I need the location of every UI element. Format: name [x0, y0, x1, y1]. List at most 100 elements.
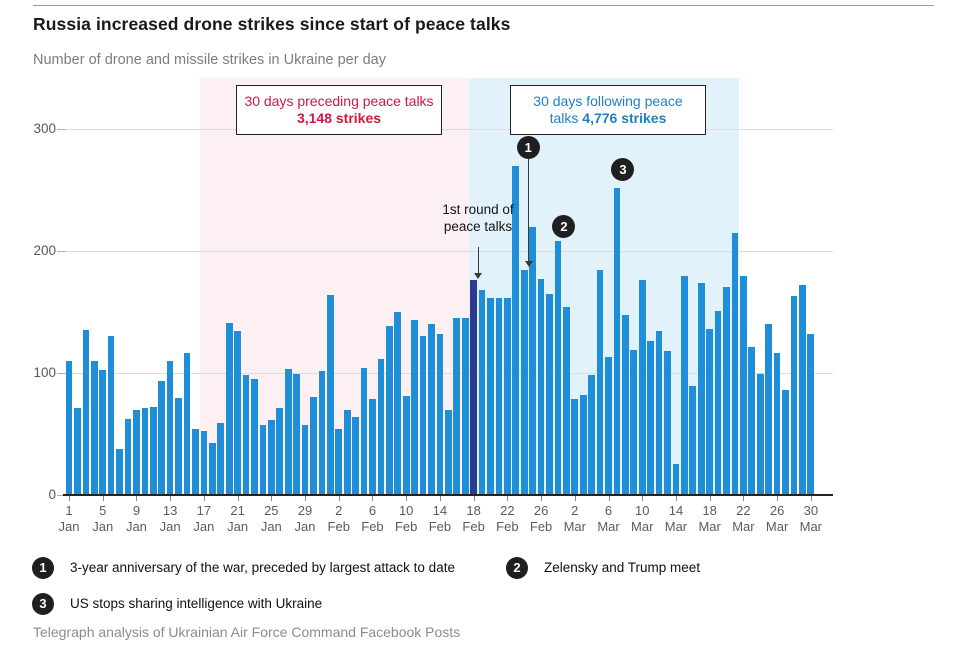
- bar: [799, 285, 806, 495]
- bar: [310, 397, 317, 495]
- x-tick-label: 2 Feb: [327, 502, 350, 534]
- x-axis-line: [63, 493, 833, 496]
- x-tick: [136, 495, 138, 501]
- bar: [529, 226, 536, 495]
- bar: [697, 282, 705, 495]
- bar: [436, 333, 444, 495]
- x-tick-label: 25 Jan: [260, 502, 282, 534]
- legend-item-2: 2 Zelensky and Trump meet: [506, 556, 700, 579]
- x-tick: [305, 495, 307, 501]
- x-tick-label: 9 Jan: [125, 502, 147, 534]
- y-tick-300: [57, 129, 66, 131]
- bar: [740, 276, 747, 495]
- x-tick: [338, 495, 340, 501]
- bar: [318, 371, 326, 495]
- x-tick: [507, 495, 509, 501]
- source-attribution: Telegraph analysis of Ukrainian Air Forc…: [33, 624, 461, 640]
- bar: [267, 420, 275, 495]
- x-tick-label: 26 Feb: [529, 502, 553, 534]
- y-tick-label-0: 0: [48, 486, 56, 502]
- top-rule-divider: [33, 5, 934, 6]
- x-tick: [777, 495, 779, 501]
- bar: [301, 425, 309, 495]
- x-tick: [170, 495, 172, 501]
- x-tick: [102, 495, 104, 501]
- legend-marker-3: 3: [32, 592, 54, 615]
- x-tick-label: 6 Mar: [597, 502, 620, 534]
- bar: [352, 416, 359, 495]
- gridline-y-300: [63, 129, 833, 131]
- x-tick: [439, 495, 441, 501]
- gridline-y-200: [63, 250, 833, 252]
- x-tick-label: 10 Feb: [394, 502, 418, 534]
- peace-talks-arrow-line: [477, 247, 479, 273]
- bar: [402, 395, 410, 495]
- annotation-box-following-line2: talks 4,776 strikes: [549, 110, 667, 126]
- legend-text-1: 3-year anniversary of the war, preceded …: [70, 560, 455, 575]
- bar: [428, 323, 435, 495]
- bar-highlight-peace-talks: [470, 280, 477, 495]
- bar: [596, 270, 604, 495]
- bar: [360, 367, 368, 495]
- bar: [504, 298, 511, 495]
- bar: [124, 418, 132, 495]
- bar: [537, 278, 545, 495]
- bar: [638, 280, 646, 495]
- bar: [756, 373, 764, 495]
- event-marker-1: 1: [516, 135, 540, 159]
- legend-item-1: 1 3-year anniversary of the war, precede…: [32, 556, 455, 579]
- bar: [259, 425, 267, 495]
- bar: [200, 431, 208, 495]
- bar: [773, 353, 781, 495]
- bar: [99, 370, 107, 495]
- x-tick-label: 6 Feb: [361, 502, 384, 534]
- legend-text-2: Zelensky and Trump meet: [544, 560, 701, 575]
- bar: [234, 331, 241, 495]
- annotation-box-following-line1: 30 days following peace: [533, 93, 683, 109]
- x-tick-label: 18 Feb: [462, 502, 485, 534]
- bar: [554, 241, 562, 495]
- bar: [588, 375, 595, 495]
- x-tick-label: 10 Mar: [631, 502, 654, 534]
- x-tick: [271, 495, 273, 501]
- x-tick: [675, 495, 677, 501]
- bar: [65, 360, 73, 495]
- bar: [748, 347, 756, 495]
- bar: [790, 295, 798, 495]
- x-tick-label: 18 Mar: [698, 502, 721, 534]
- x-tick-label: 14 Mar: [664, 502, 688, 534]
- bar: [714, 310, 722, 495]
- x-tick: [541, 495, 543, 501]
- bar: [343, 410, 351, 495]
- x-tick: [203, 495, 205, 501]
- y-tick-0: [57, 494, 66, 496]
- bar: [782, 389, 789, 495]
- bar: [520, 270, 528, 495]
- legend-item-3: 3 US stops sharing intelligence with Ukr…: [32, 592, 322, 615]
- bar: [563, 306, 570, 495]
- x-tick-label: 17 Jan: [193, 502, 215, 534]
- legend-marker-2: 2: [506, 556, 528, 579]
- event-marker-arrowhead: [524, 261, 533, 267]
- x-tick: [237, 495, 239, 501]
- bar: [613, 187, 621, 495]
- y-tick-100: [57, 372, 66, 374]
- bar: [225, 322, 233, 495]
- bar: [605, 356, 612, 495]
- x-tick: [709, 495, 711, 501]
- bar: [672, 464, 680, 495]
- y-tick-label-300: 300: [33, 121, 56, 137]
- bar: [293, 373, 300, 495]
- page-title: Russia increased drone strikes since sta…: [33, 14, 511, 34]
- bar: [723, 287, 730, 495]
- peace-talks-arrowhead: [474, 273, 483, 279]
- bar: [107, 336, 115, 495]
- bar: [487, 298, 494, 495]
- x-tick-label: 21 Jan: [227, 502, 249, 534]
- x-tick: [69, 495, 70, 501]
- annotation-box-following: 30 days following peace talks 4,776 stri…: [510, 85, 706, 135]
- bar: [141, 408, 149, 495]
- x-tick: [810, 495, 812, 501]
- y-tick-200: [57, 250, 66, 252]
